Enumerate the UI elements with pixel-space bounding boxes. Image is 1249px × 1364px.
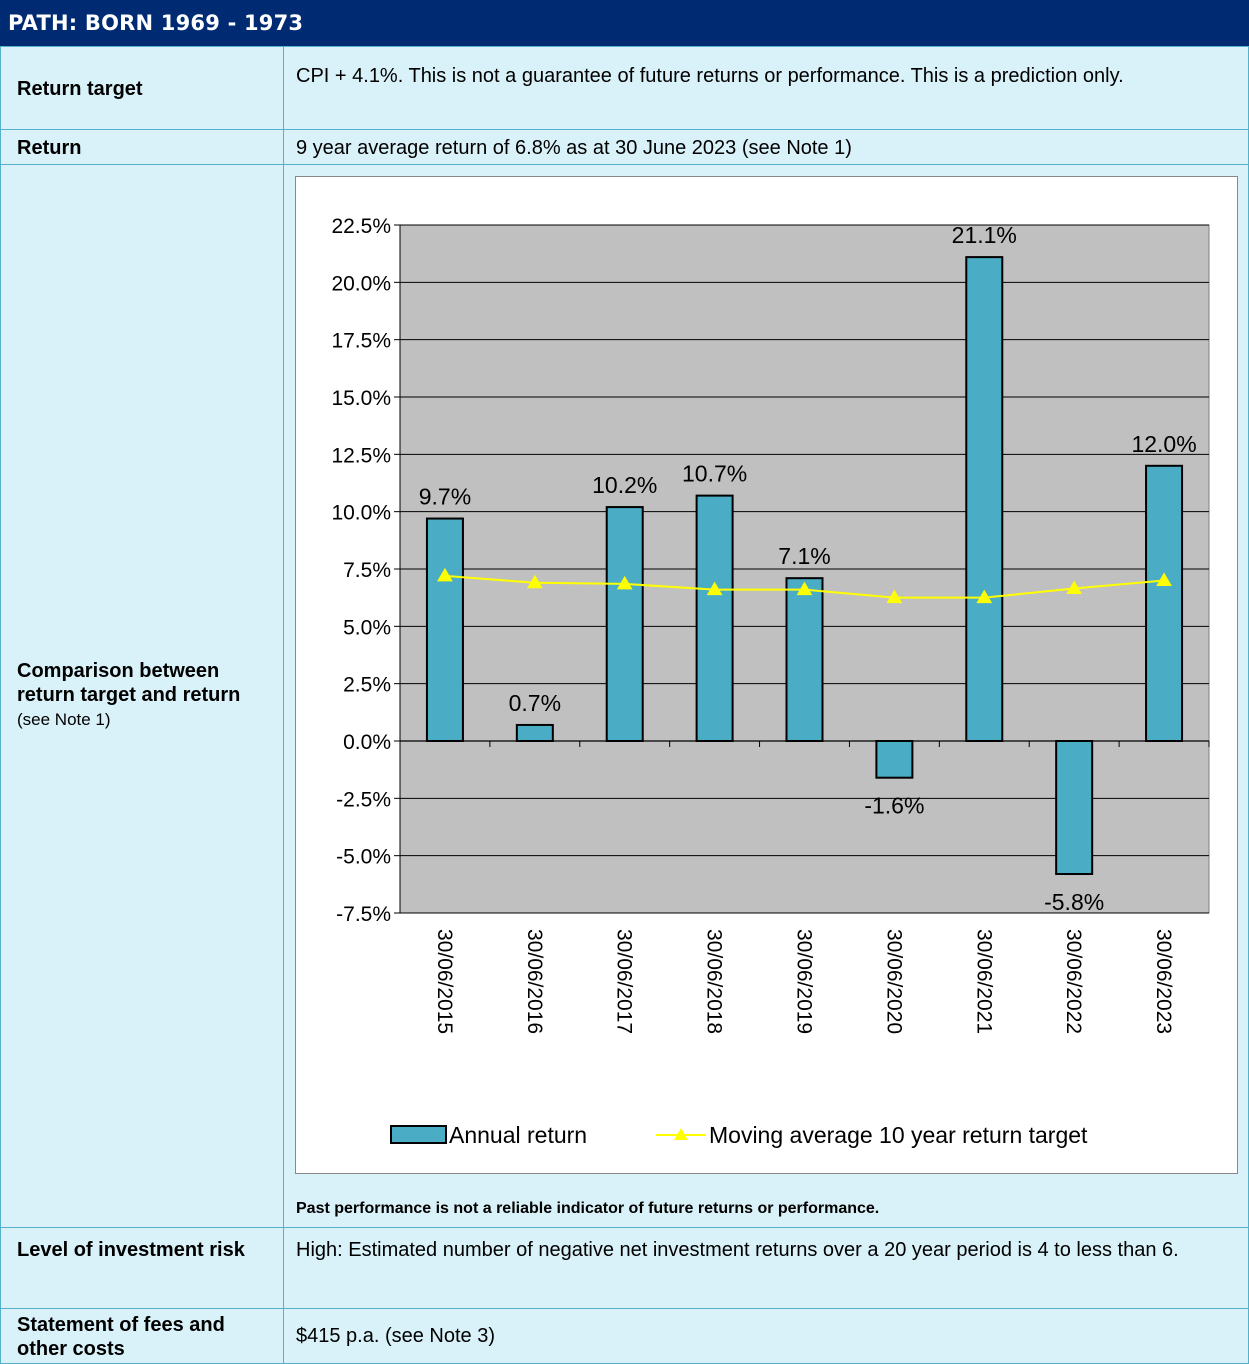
return-label: Return xyxy=(17,137,82,159)
bar xyxy=(1145,464,1184,742)
legend-label-moving-average: Moving average 10 year return target xyxy=(709,1122,1088,1148)
legend-bar-swatch xyxy=(390,1125,447,1144)
data-label: 0.7% xyxy=(509,690,561,716)
y-tick-label: -7.5% xyxy=(336,903,391,926)
y-tick-label: -2.5% xyxy=(336,788,391,811)
returns-chart: 22.5% 20.0% 17.5% 15.0% 12.5% 10.0% 7.5% 5.0% 2.… xyxy=(331,215,1210,1148)
fees-label-cell: Statement of fees and other costs xyxy=(0,1308,284,1364)
y-tick-label: 22.5% xyxy=(331,215,391,238)
y-tick-label: 0.0% xyxy=(343,731,391,754)
x-category-label: 30/06/2017 xyxy=(613,929,636,1034)
fees-value-cell: $415 p.a. (see Note 3) xyxy=(283,1308,1249,1364)
bar xyxy=(515,723,554,742)
return-target-label: Return target xyxy=(17,78,143,100)
y-tick-label: 5.0% xyxy=(343,616,391,639)
line-marker xyxy=(1156,572,1172,586)
y-tick-label: 2.5% xyxy=(343,674,391,697)
comparison-label-text: Comparison between return target and ret… xyxy=(17,660,241,706)
data-label: 10.2% xyxy=(592,472,657,498)
line-marker xyxy=(437,567,453,582)
legend-line-marker xyxy=(674,1128,688,1140)
comparison-label-cell: Comparison between return target and ret… xyxy=(0,164,284,1228)
x-category-label: 30/06/2021 xyxy=(972,929,995,1034)
x-category-label: 30/06/2022 xyxy=(1062,929,1085,1034)
legend-label-annual-return: Annual return xyxy=(449,1122,587,1148)
y-tick-label: 17.5% xyxy=(331,330,391,353)
bar xyxy=(425,517,464,742)
line-marker xyxy=(526,574,543,589)
fees-label: Statement of fees and other costs xyxy=(17,1314,225,1360)
return-label-cell: Return xyxy=(0,129,284,165)
return-target-label-cell: Return target xyxy=(0,46,284,130)
comparison-label-note: (see Note 1) xyxy=(17,710,111,729)
line-marker xyxy=(796,581,813,596)
bar xyxy=(695,494,734,743)
line-marker xyxy=(886,589,903,604)
y-tick-label: 20.0% xyxy=(331,272,391,295)
data-label: 7.1% xyxy=(778,543,830,569)
x-category-label: 30/06/2019 xyxy=(793,929,816,1034)
risk-label: Level of investment risk xyxy=(17,1239,245,1261)
x-category-label: 30/06/2023 xyxy=(1152,929,1175,1034)
chart-container: 22.5% 20.0% 17.5% 15.0% 12.5% 10.0% 7.5% 5.0% 2.… xyxy=(295,176,1238,1174)
x-category-label: 30/06/2016 xyxy=(523,929,546,1034)
x-category-label: 30/06/2015 xyxy=(433,929,456,1034)
comparison-label: Comparison between return target and ret… xyxy=(17,659,275,732)
bar xyxy=(785,577,824,742)
bar xyxy=(965,256,1004,743)
y-tick-label: 15.0% xyxy=(331,387,391,410)
bar xyxy=(605,506,644,742)
x-category-label: 30/06/2018 xyxy=(703,929,726,1034)
return-target-value: CPI + 4.1%. This is not a guarantee of f… xyxy=(296,65,1124,87)
page-title: PATH: BORN 1969 - 1973 xyxy=(0,0,1249,46)
y-tick-label: -5.0% xyxy=(336,846,391,869)
y-tick-label: 7.5% xyxy=(343,559,391,582)
risk-value-cell: High: Estimated number of negative net i… xyxy=(283,1227,1249,1309)
return-value-cell: 9 year average return of 6.8% as at 30 J… xyxy=(283,129,1249,165)
y-tick-label: 12.5% xyxy=(331,444,391,467)
bar xyxy=(875,740,914,779)
risk-label-cell: Level of investment risk xyxy=(0,1227,284,1309)
data-label: -5.8% xyxy=(1044,889,1104,915)
bar xyxy=(1055,740,1094,876)
data-label: 21.1% xyxy=(952,222,1017,248)
line-marker xyxy=(706,581,723,596)
data-label: 9.7% xyxy=(419,484,471,510)
x-category-label: 30/06/2020 xyxy=(882,929,905,1034)
data-label: 10.7% xyxy=(682,461,747,487)
line-marker xyxy=(976,589,993,604)
risk-value: High: Estimated number of negative net i… xyxy=(296,1239,1179,1261)
data-label: 12.0% xyxy=(1131,431,1196,457)
past-performance-note: Past performance is not a reliable indic… xyxy=(296,1200,880,1217)
return-value: 9 year average return of 6.8% as at 30 J… xyxy=(296,137,852,159)
line-marker xyxy=(616,575,633,590)
y-tick-label: 10.0% xyxy=(331,502,391,525)
data-label: -1.6% xyxy=(864,793,924,819)
line-marker xyxy=(1066,580,1083,594)
return-target-value-cell: CPI + 4.1%. This is not a guarantee of f… xyxy=(283,46,1249,130)
fees-value: $415 p.a. (see Note 3) xyxy=(296,1325,496,1347)
